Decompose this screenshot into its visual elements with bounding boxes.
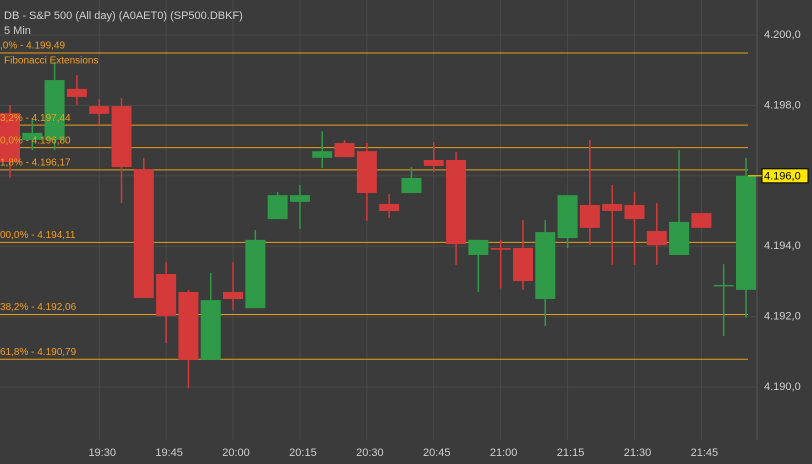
candle-body [557,195,578,239]
candle-body [446,159,467,245]
candle-body [334,143,355,158]
chart-subtitle: 5 Min [4,25,31,37]
candle-body [669,221,690,255]
candle-body [401,177,422,194]
candle-body [178,291,199,360]
candle-body [89,106,110,114]
candle-body [512,247,533,282]
candle-body [624,205,645,220]
fib-label: 0,0% - 4.196,80 [0,135,71,146]
candle-body [468,239,489,255]
fib-label: ,0% - 4.199,49 [0,41,65,52]
x-tick-label: 21:00 [490,447,518,459]
candle-body [602,203,623,211]
candle-body [713,284,734,287]
candle-body [44,80,65,140]
candle-body [200,300,221,360]
x-tick-label: 21:15 [557,447,585,459]
x-tick-label: 21:30 [624,447,652,459]
candle-body [379,203,400,211]
x-tick-label: 20:45 [423,447,451,459]
candle-body [156,274,177,316]
candle-body [423,159,444,166]
candle-body [579,205,600,228]
x-tick-label: 20:30 [356,447,384,459]
x-tick-label: 20:15 [289,447,317,459]
candle-body [111,106,132,167]
y-tick-label: 4.190,0 [764,381,801,393]
candle-body [490,247,511,250]
x-tick-label: 21:45 [691,447,719,459]
candle-body [646,231,667,246]
candle-body [22,132,43,140]
candle-body [0,113,20,163]
candle-body [267,195,288,220]
candle-body [356,151,377,194]
chart-title: DB - S&P 500 (All day) (A0AET0) (SP500.D… [4,10,243,22]
candle-body [736,175,756,290]
y-tick-label: 4.198,0 [764,99,801,111]
fib-label: 61,8% - 4.190,79 [0,347,77,358]
candle-body [535,232,556,299]
fib-label: 1,8% - 4.196,17 [0,157,71,168]
candle-body [223,291,244,299]
candle-body [245,239,266,309]
annotation: Fibonacci Extensions [4,56,99,67]
y-tick-label: 4.194,0 [764,240,801,252]
fib-label: 3,2% - 4.197,44 [0,113,71,124]
x-tick-label: 19:45 [155,447,183,459]
x-tick-label: 19:30 [88,447,116,459]
last-price-label: 4.196,0 [764,171,801,183]
fib-label: 00,0% - 4.194,11 [0,230,76,241]
candle-body [133,169,154,298]
y-tick-label: 4.192,0 [764,311,801,323]
candle-body [289,195,310,202]
x-tick-label: 20:00 [222,447,250,459]
fib-label: 38,2% - 4.192,06 [0,302,77,313]
candle-body [691,213,712,228]
candle-body [312,151,333,158]
y-tick-label: 4.200,0 [764,29,801,41]
candle-body [66,88,87,97]
